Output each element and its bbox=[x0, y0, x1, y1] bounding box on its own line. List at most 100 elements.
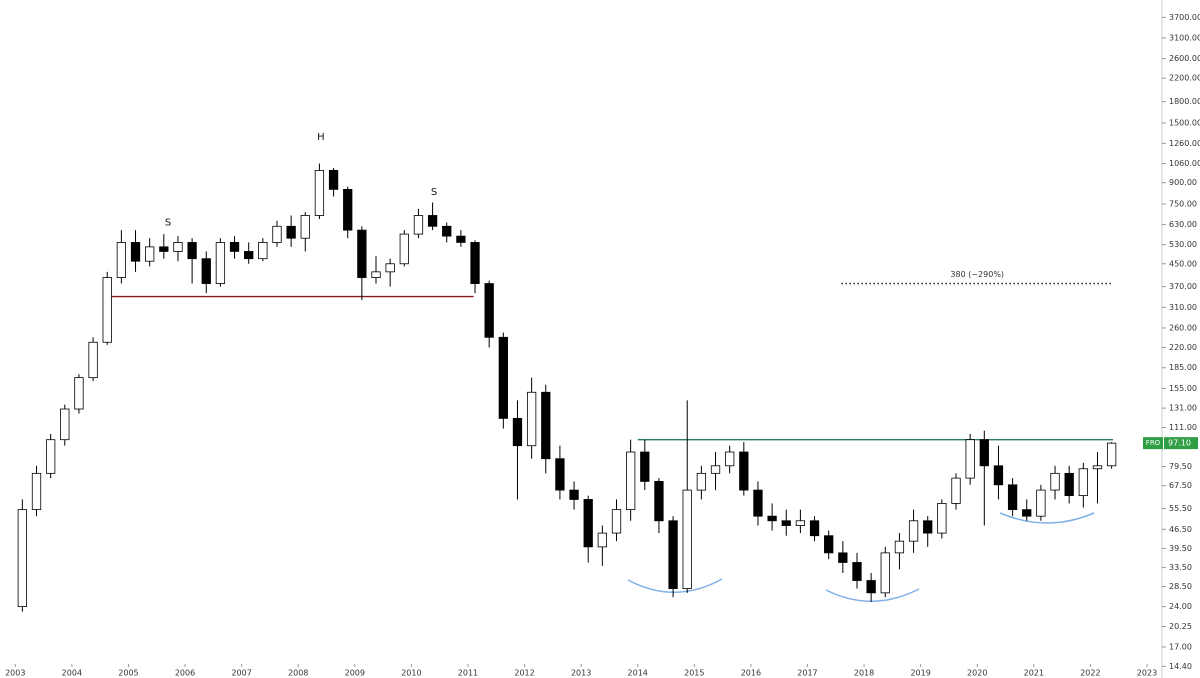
y-tick-label: 530.00 bbox=[1169, 240, 1197, 249]
candle-body bbox=[1036, 489, 1046, 517]
cup-arc bbox=[825, 588, 920, 602]
x-tick-label: 2003 bbox=[5, 669, 25, 678]
candle-body bbox=[1064, 472, 1074, 497]
candle-body bbox=[1022, 509, 1032, 517]
line-label: 380 (~290%) bbox=[950, 270, 1004, 279]
x-tick-label: 2008 bbox=[288, 669, 308, 678]
candle-body bbox=[102, 277, 112, 343]
pattern-label: S bbox=[165, 218, 171, 229]
candle-body bbox=[498, 336, 508, 419]
candle-body bbox=[682, 489, 692, 589]
candle-body bbox=[88, 341, 98, 379]
x-tick-label: 2014 bbox=[628, 669, 648, 678]
candle-body bbox=[74, 377, 84, 410]
candle-body bbox=[908, 520, 919, 542]
y-tick-label: 20.25 bbox=[1169, 622, 1192, 631]
candle-body bbox=[894, 540, 905, 554]
candle-body bbox=[399, 233, 409, 265]
candle-body bbox=[60, 408, 70, 441]
candle-body bbox=[201, 258, 211, 284]
candle-body bbox=[1007, 484, 1018, 511]
candle-body bbox=[187, 242, 197, 260]
y-tick-label: 630.00 bbox=[1169, 220, 1197, 229]
candle-body bbox=[526, 391, 537, 447]
candle-body bbox=[781, 520, 791, 526]
x-tick-label: 2011 bbox=[458, 669, 478, 678]
symbol-label: FRO bbox=[1146, 439, 1161, 447]
candle-body bbox=[215, 242, 226, 284]
x-tick-label: 2005 bbox=[118, 669, 138, 678]
x-tick-label: 2021 bbox=[1024, 669, 1044, 678]
candle-body bbox=[597, 532, 607, 548]
candle-body bbox=[371, 271, 381, 278]
y-tick-label: 46.50 bbox=[1169, 525, 1192, 534]
cup-arc bbox=[627, 578, 723, 593]
candle-body bbox=[1050, 472, 1060, 491]
candle-body bbox=[145, 246, 155, 262]
candle-body bbox=[512, 417, 523, 447]
y-tick-label: 24.00 bbox=[1169, 602, 1192, 611]
candle-body bbox=[343, 188, 353, 231]
candle-body bbox=[244, 251, 254, 260]
candle-body bbox=[852, 562, 862, 581]
x-tick-label: 2013 bbox=[571, 669, 591, 678]
y-tick-label: 370.00 bbox=[1169, 282, 1197, 291]
candle-body bbox=[696, 472, 707, 491]
candle-body bbox=[626, 451, 636, 511]
y-tick-label: 33.50 bbox=[1169, 563, 1192, 572]
x-tick-label: 2017 bbox=[797, 669, 817, 678]
candle-body bbox=[739, 451, 749, 491]
y-tick-label: 28.50 bbox=[1169, 582, 1192, 591]
candle-body bbox=[541, 391, 551, 460]
x-tick-label: 2012 bbox=[514, 669, 534, 678]
x-tick-label: 2015 bbox=[684, 669, 704, 678]
candle-body bbox=[569, 489, 579, 500]
y-tick-label: 260.00 bbox=[1169, 323, 1197, 332]
candle-body bbox=[357, 229, 367, 278]
candle-body bbox=[286, 225, 296, 239]
candle-body bbox=[173, 242, 183, 252]
candle-body bbox=[272, 225, 282, 243]
candle-body bbox=[923, 520, 933, 534]
x-tick-label: 2022 bbox=[1080, 669, 1100, 678]
x-tick-label: 2004 bbox=[62, 669, 82, 678]
candle-body bbox=[413, 215, 424, 235]
candle-body bbox=[611, 509, 622, 534]
pattern-label: S bbox=[431, 187, 437, 198]
candle-body bbox=[116, 242, 127, 278]
candle-body bbox=[470, 242, 480, 284]
candle-body bbox=[937, 503, 947, 534]
y-tick-label: 3100.00 bbox=[1169, 34, 1200, 43]
y-tick-label: 67.50 bbox=[1169, 481, 1192, 490]
price-box bbox=[1164, 437, 1198, 450]
y-tick-label: 39.50 bbox=[1169, 544, 1192, 553]
y-tick-label: 2600.00 bbox=[1169, 54, 1200, 63]
x-tick-label: 2020 bbox=[967, 669, 987, 678]
y-tick-label: 450.00 bbox=[1169, 259, 1197, 268]
y-tick-label: 1260.00 bbox=[1169, 139, 1200, 148]
candle-body bbox=[838, 552, 848, 563]
candle-body bbox=[965, 439, 975, 479]
y-tick-label: 155.00 bbox=[1169, 384, 1197, 393]
y-tick-label: 310.00 bbox=[1169, 303, 1197, 312]
y-tick-label: 79.50 bbox=[1169, 462, 1192, 471]
x-tick-label: 2010 bbox=[401, 669, 421, 678]
candle-body bbox=[824, 535, 834, 554]
candle-body bbox=[753, 489, 763, 517]
x-tick-label: 2023 bbox=[1137, 669, 1157, 678]
y-tick-label: 1060.00 bbox=[1169, 159, 1200, 168]
y-tick-label: 2200.00 bbox=[1169, 74, 1200, 83]
candle-body bbox=[46, 439, 56, 474]
y-tick-label: 220.00 bbox=[1169, 343, 1197, 352]
candle-body bbox=[17, 509, 27, 608]
candle-body bbox=[1092, 465, 1103, 470]
candle-body bbox=[555, 458, 565, 491]
candle-body bbox=[31, 472, 42, 511]
y-tick-label: 17.00 bbox=[1169, 642, 1192, 651]
cup-arc bbox=[999, 512, 1095, 524]
pattern-label: H bbox=[317, 132, 325, 143]
symbol-box bbox=[1143, 437, 1163, 450]
candle-body bbox=[484, 283, 494, 338]
x-tick-label: 2018 bbox=[854, 669, 874, 678]
y-tick-label: 3700.00 bbox=[1169, 13, 1200, 22]
